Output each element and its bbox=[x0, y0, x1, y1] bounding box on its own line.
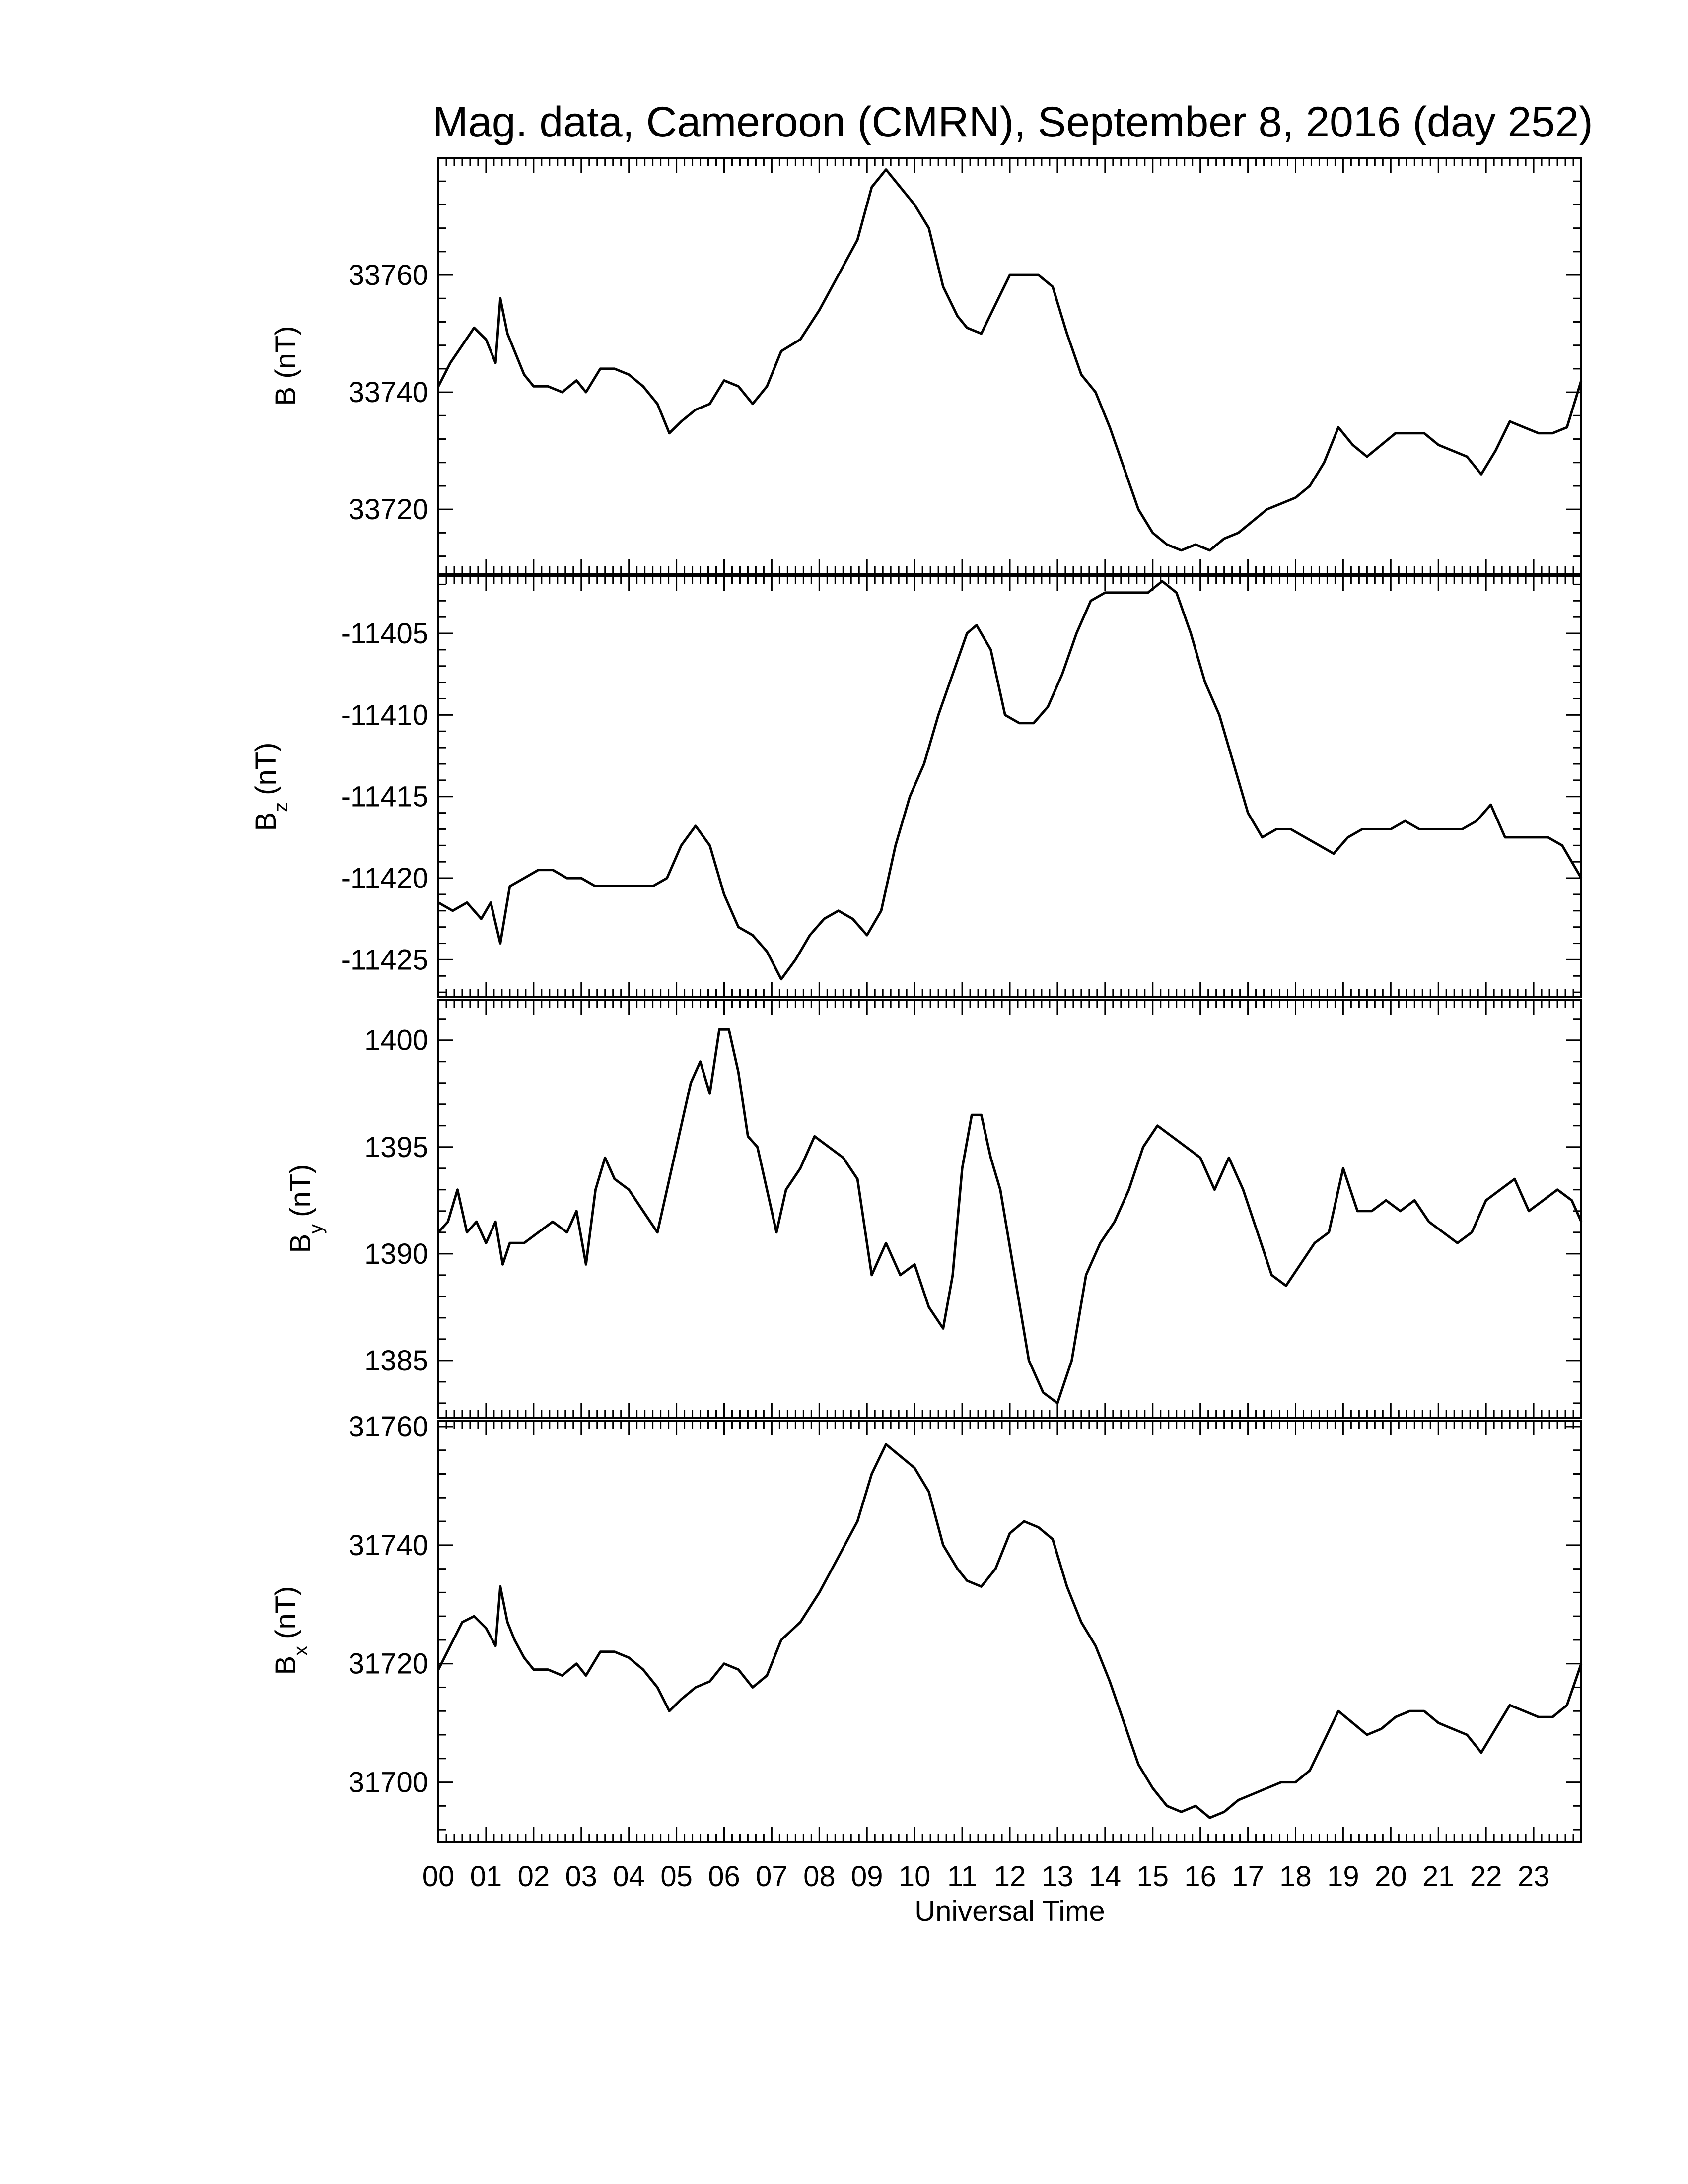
bz-ylabel: Bz (nT) bbox=[250, 742, 292, 831]
by-series-line bbox=[437, 1028, 1583, 1405]
panel-bz-yticks: -11425 -11420 -11415 -11410 -11405 bbox=[341, 583, 1581, 993]
x-tick-label: 02 bbox=[518, 1860, 550, 1893]
bz-ytick-label: -11410 bbox=[341, 699, 428, 731]
by-ytick-label: 1390 bbox=[364, 1238, 428, 1270]
panel-by-yticks: 1385 1390 1395 1400 bbox=[364, 1018, 1581, 1404]
x-tick-label: 22 bbox=[1470, 1860, 1502, 1893]
by-ylabel: By (nT) bbox=[284, 1164, 327, 1253]
panel-by: 1385 1390 1395 1400 By (nT) bbox=[284, 999, 1583, 1419]
panel-bx-ticks bbox=[437, 1421, 1582, 1842]
bx-ytick-label: 31740 bbox=[349, 1529, 428, 1562]
b-total-ylabel: B (nT) bbox=[270, 326, 302, 406]
x-tick-label: 00 bbox=[422, 1860, 455, 1893]
bz-ylabel-main: B bbox=[250, 812, 282, 831]
x-tick-label: 08 bbox=[803, 1860, 836, 1893]
panel-b-total-yticks: 33720 33740 33760 bbox=[349, 157, 1581, 557]
bz-ytick-label: -11420 bbox=[341, 862, 428, 894]
x-tick-label: 16 bbox=[1184, 1860, 1216, 1893]
chart-title: Mag. data, Cameroon (CMRN), September 8,… bbox=[432, 98, 1593, 146]
x-tick-label: 19 bbox=[1327, 1860, 1359, 1893]
panel-bx-yticks: 31700 31720 31740 31760 bbox=[349, 1411, 1581, 1831]
x-tick-label: 12 bbox=[994, 1860, 1026, 1893]
x-tick-label: 14 bbox=[1089, 1860, 1122, 1893]
by-ylabel-unit: (nT) bbox=[284, 1164, 317, 1217]
x-tick-label: 10 bbox=[899, 1860, 931, 1893]
x-tick-label: 06 bbox=[708, 1860, 740, 1893]
panel-b-total: 33720 33740 33760 B (nT) bbox=[270, 157, 1583, 575]
b-total-ytick-label: 33720 bbox=[349, 493, 428, 526]
panel-bx-frame bbox=[437, 1420, 1582, 1843]
by-ytick-label: 1400 bbox=[364, 1024, 428, 1057]
x-tick-label: 18 bbox=[1279, 1860, 1312, 1893]
x-tick-label: 21 bbox=[1422, 1860, 1455, 1893]
b-total-series-line bbox=[437, 168, 1583, 552]
bx-series-line bbox=[437, 1443, 1583, 1819]
panel-bz-frame bbox=[437, 575, 1582, 998]
x-tick-label: 05 bbox=[660, 1860, 693, 1893]
bx-ylabel-sub: x bbox=[290, 1646, 312, 1656]
panel-bz: -11425 -11420 -11415 -11410 -11405 Bz (nT) bbox=[250, 575, 1583, 998]
bz-ytick-label: -11425 bbox=[341, 944, 428, 976]
x-tick-label: 23 bbox=[1518, 1860, 1550, 1893]
bz-ylabel-sub: z bbox=[270, 802, 292, 812]
bx-ylabel-unit: (nT) bbox=[270, 1586, 302, 1638]
bx-ytick-label: 31760 bbox=[349, 1411, 428, 1443]
panel-by-ticks bbox=[437, 1000, 1582, 1418]
by-ylabel-main: B bbox=[284, 1234, 317, 1253]
x-tick-label: 04 bbox=[613, 1860, 645, 1893]
x-axis-label: Universal Time bbox=[914, 1895, 1105, 1927]
x-tick-label: 01 bbox=[470, 1860, 502, 1893]
x-tick-label: 20 bbox=[1375, 1860, 1407, 1893]
b-total-ytick-label: 33740 bbox=[349, 376, 428, 409]
x-tick-label: 17 bbox=[1232, 1860, 1264, 1893]
panel-b-total-frame bbox=[437, 157, 1582, 575]
by-ylabel-sub: y bbox=[305, 1224, 327, 1234]
x-tick-label: 07 bbox=[756, 1860, 788, 1893]
bx-ytick-label: 31700 bbox=[349, 1767, 428, 1799]
bx-ylabel-main: B bbox=[270, 1656, 302, 1675]
bx-ytick-label: 31720 bbox=[349, 1648, 428, 1680]
bx-ylabel: Bx (nT) bbox=[270, 1586, 312, 1675]
b-total-ytick-label: 33760 bbox=[349, 259, 428, 291]
bz-ytick-label: -11405 bbox=[341, 617, 428, 650]
x-axis-tick-labels: 00 01 02 03 04 05 06 07 08 09 10 11 12 13 14 15 16 17 18 19… bbox=[422, 1860, 1550, 1893]
bz-ylabel-unit: (nT) bbox=[250, 742, 282, 795]
panel-b-total-ticks bbox=[437, 158, 1582, 574]
x-tick-label: 13 bbox=[1042, 1860, 1074, 1893]
panel-bx: 31700 31720 31740 31760 Bx (nT) bbox=[270, 1411, 1583, 1843]
x-tick-label: 03 bbox=[565, 1860, 597, 1893]
x-tick-label: 15 bbox=[1136, 1860, 1169, 1893]
x-tick-label: 11 bbox=[947, 1860, 977, 1893]
by-ytick-label: 1395 bbox=[364, 1131, 428, 1163]
bz-ytick-label: -11415 bbox=[341, 781, 428, 813]
panel-bz-ticks bbox=[437, 576, 1582, 997]
panel-by-frame bbox=[437, 999, 1582, 1419]
by-ytick-label: 1385 bbox=[364, 1345, 428, 1377]
bz-series-line bbox=[437, 580, 1583, 981]
x-tick-label: 09 bbox=[851, 1860, 883, 1893]
